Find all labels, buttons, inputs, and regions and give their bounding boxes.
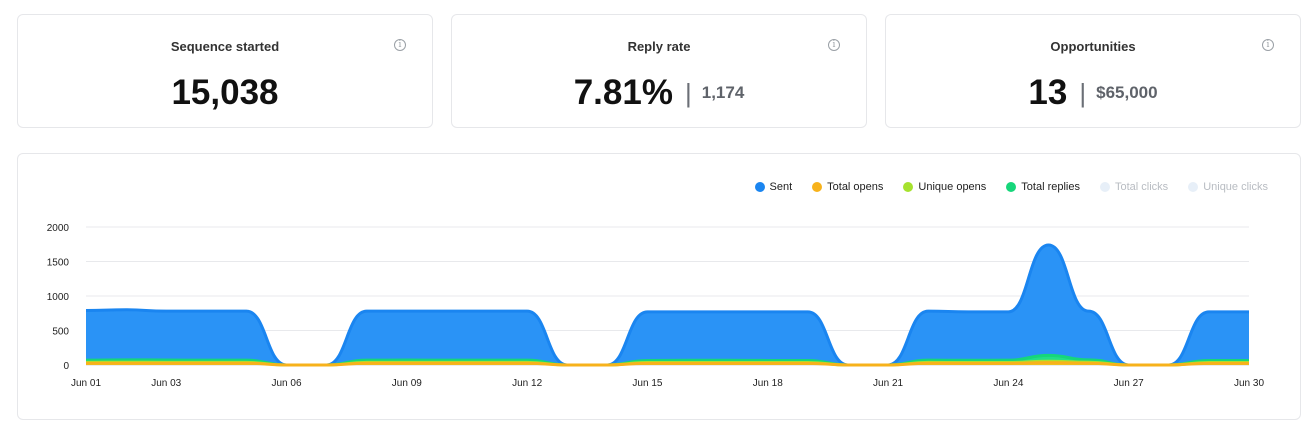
metric-secondary: $65,000 [1096,83,1158,102]
legend-label: Sent [769,181,793,193]
legend-item-sent[interactable]: Sent [754,181,793,193]
info-icon[interactable]: i [394,39,406,51]
legend-label: Total clicks [1115,181,1169,193]
legend-label: Total replies [1021,181,1080,193]
legend-item-unique-opens[interactable]: Unique opens [903,181,986,193]
legend-dot [1006,182,1017,192]
legend-dot [754,182,765,192]
legend-label: Unique opens [918,181,987,193]
legend-label: Unique clicks [1203,181,1268,193]
card-title: Sequence started [170,39,280,54]
info-icon[interactable]: i [828,39,840,51]
separator: | [1079,77,1087,108]
legend-item-total-clicks[interactable]: Total clicks [1100,181,1168,193]
card-title: Opportunities [1050,39,1136,54]
card-title: Reply rate [627,39,691,54]
legend-item-total-replies[interactable]: Total replies [1006,181,1080,193]
legend-label: Total opens [827,181,884,193]
legend-dot [1188,182,1199,192]
stat-card-sequence-started: Sequence started i 15,038 [17,14,433,128]
legend-dot [812,182,823,192]
stat-card-reply-rate: Reply rate i 7.81% | 1,174 [451,14,867,128]
legend-dot [903,182,914,192]
metric-secondary: 1,174 [701,83,745,102]
metric: 7.81% | 1,174 [452,73,866,113]
stat-card-opportunities: Opportunities i 13 | $65,000 [885,14,1301,128]
legend-item-unique-clicks[interactable]: Unique clicks [1188,181,1268,193]
metric-value: 13 [1028,73,1068,112]
metric-value: 7.81% [573,73,673,112]
legend-dot [1100,182,1110,192]
chart-legend: Sent Total opens Unique opens Total repl… [735,181,1268,193]
separator: | [684,77,692,108]
legend-item-total-opens[interactable]: Total opens [812,181,883,193]
chart-card [17,153,1301,420]
info-icon[interactable]: i [1262,39,1274,51]
metric-value: 15,038 [171,73,279,112]
metric: 15,038 [18,73,432,113]
metric: 13 | $65,000 [886,73,1300,113]
